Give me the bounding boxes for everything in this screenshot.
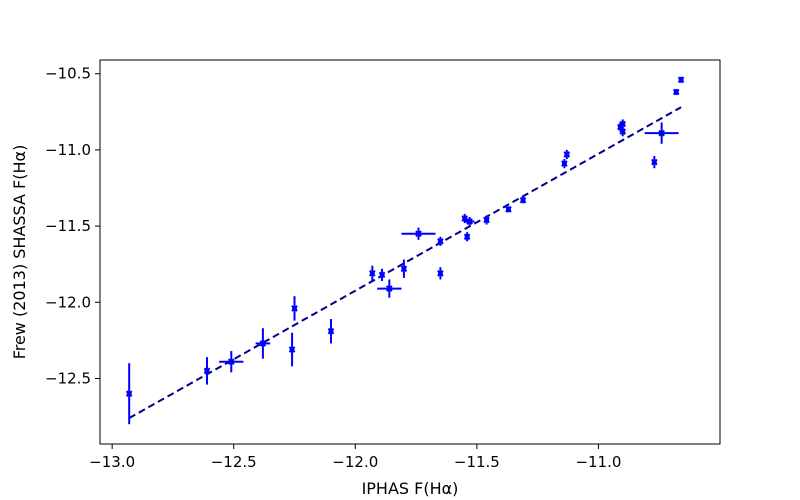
data-point <box>464 216 475 227</box>
data-point <box>255 328 271 359</box>
x-marker-stroke <box>203 367 211 375</box>
x-tick-label: −12.0 <box>332 453 378 471</box>
data-point <box>327 319 335 344</box>
x-marker-stroke <box>561 160 568 167</box>
x-marker-stroke <box>386 285 393 292</box>
x-marker-stroke <box>619 128 627 135</box>
data-point <box>401 227 436 240</box>
x-tick-label: −11.0 <box>575 453 621 471</box>
x-marker-stroke <box>291 305 298 312</box>
x-marker-stroke <box>563 151 571 158</box>
data-point <box>483 215 490 225</box>
x-tick-label: −12.5 <box>211 453 257 471</box>
x-marker-stroke <box>288 346 296 353</box>
data-point <box>677 76 685 84</box>
x-marker-stroke <box>437 238 444 245</box>
data-point <box>505 206 512 213</box>
x-marker-stroke <box>227 358 235 366</box>
data-point <box>463 232 471 242</box>
data-point <box>400 259 408 278</box>
plot-area <box>125 76 685 425</box>
y-tick-label: −12.5 <box>45 369 91 387</box>
data-point <box>125 363 133 425</box>
data-point <box>203 357 211 385</box>
y-axis: −12.5 −12.0 −11.5 −11.0 −10.5 <box>45 65 100 387</box>
y-tick-label: −11.0 <box>45 141 91 159</box>
data-point <box>378 268 386 281</box>
x-axis: −13.0 −12.5 −12.0 −11.5 −11.0 <box>89 444 621 471</box>
data-point <box>619 119 627 129</box>
x-marker-stroke <box>259 340 267 347</box>
y-tick-label: −12.0 <box>45 293 91 311</box>
data-point <box>369 265 376 281</box>
data-point <box>561 159 568 169</box>
x-tick-label: −11.5 <box>454 453 500 471</box>
x-marker-stroke <box>672 88 680 96</box>
x-marker-stroke <box>658 129 665 137</box>
x-marker-stroke <box>677 76 685 84</box>
data-point <box>377 279 402 298</box>
data-point <box>672 88 680 96</box>
x-marker-stroke <box>651 158 658 166</box>
x-axis-label: IPHAS F(Hα) <box>362 479 459 498</box>
data-point <box>219 351 244 373</box>
x-marker-stroke <box>378 271 386 279</box>
data-point <box>644 122 679 144</box>
data-point <box>291 296 298 321</box>
x-marker-stroke <box>466 218 473 225</box>
axes-frame <box>99 59 721 445</box>
x-marker-stroke <box>400 265 408 273</box>
data-point <box>619 127 627 137</box>
data-point <box>519 196 527 204</box>
data-point <box>651 156 658 169</box>
y-tick-label: −10.5 <box>45 65 91 83</box>
y-tick-label: −11.5 <box>45 217 91 235</box>
x-marker-stroke <box>437 270 444 277</box>
x-marker-stroke <box>415 230 422 238</box>
x-tick-label: −13.0 <box>89 453 135 471</box>
data-point <box>563 149 571 160</box>
fit-line <box>128 106 682 419</box>
x-marker-stroke <box>505 206 512 213</box>
x-marker-stroke <box>619 120 627 128</box>
data-point <box>437 267 444 280</box>
data-point <box>437 236 444 246</box>
data-point <box>288 332 296 367</box>
x-marker-stroke <box>327 327 335 335</box>
x-marker-stroke <box>125 390 133 398</box>
x-marker-stroke <box>463 233 471 241</box>
x-marker-stroke <box>461 215 469 222</box>
y-axis-label: Frew (2013) SHASSA F(Hα) <box>10 145 29 360</box>
x-marker-stroke <box>519 196 527 204</box>
x-marker-stroke <box>369 270 376 277</box>
x-marker-stroke <box>483 216 490 224</box>
